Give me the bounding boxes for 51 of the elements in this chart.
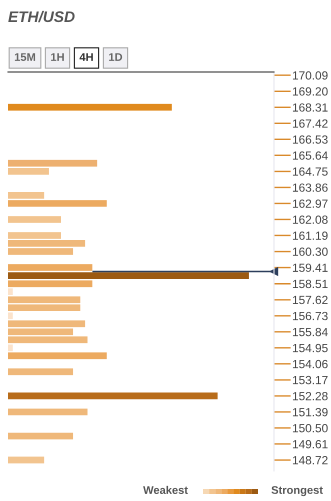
bar (8, 288, 13, 296)
bar (8, 408, 88, 416)
y-tick-label: 154.95 (292, 344, 328, 352)
bar (8, 368, 74, 376)
bar (8, 392, 218, 400)
bar (8, 232, 62, 239)
y-tick-label: 148.72 (292, 456, 328, 464)
y-tick-label: 154.06 (292, 360, 328, 368)
y-tick-label: 159.41 (292, 264, 328, 272)
y-tick-label: 150.50 (292, 424, 328, 432)
bar (8, 272, 249, 280)
y-tick-label: 168.31 (292, 103, 328, 112)
y-tick-label: 164.75 (292, 167, 328, 176)
y-tick-label: 162.97 (292, 199, 328, 208)
y-tick-label: 152.28 (292, 392, 328, 400)
bar (8, 264, 92, 271)
y-tick-label: 163.86 (292, 183, 328, 192)
y-tick-label: 162.08 (292, 216, 328, 224)
bar (8, 168, 49, 175)
bar (8, 352, 107, 360)
text: 1D (109, 53, 122, 61)
bar (8, 192, 44, 199)
text: 15M (14, 53, 36, 61)
y-tick-label: 167.42 (292, 119, 328, 128)
bar (8, 104, 172, 111)
bar (8, 312, 13, 320)
bar (8, 344, 13, 352)
bar (8, 280, 92, 288)
y-tick-label: 170.09 (292, 71, 328, 80)
text: 4H (80, 53, 93, 61)
y-tick-label: 161.19 (292, 232, 328, 240)
y-tick-label: 169.20 (292, 87, 328, 96)
text: Weakest (143, 486, 188, 494)
y-tick-label: 166.53 (292, 135, 328, 144)
bar (8, 160, 98, 167)
bar (8, 432, 74, 440)
y-tick-label: 157.62 (292, 296, 328, 304)
y-tick-label: 165.64 (292, 151, 328, 160)
y-tick-label: 149.61 (292, 440, 328, 448)
y-tick-label: 155.84 (292, 328, 328, 336)
chart-title: ETH/USD (8, 10, 75, 22)
y-tick-label: 156.73 (292, 312, 328, 320)
y-tick-label: 158.51 (292, 280, 328, 288)
bar (8, 200, 107, 207)
y-tick-label: 151.39 (292, 408, 328, 416)
text: Strongest (271, 486, 323, 496)
y-tick-label: 153.17 (292, 376, 328, 384)
bar (8, 216, 62, 223)
y-tick-label: 160.30 (292, 248, 328, 256)
bar (8, 456, 44, 464)
text: 1H (51, 53, 64, 61)
